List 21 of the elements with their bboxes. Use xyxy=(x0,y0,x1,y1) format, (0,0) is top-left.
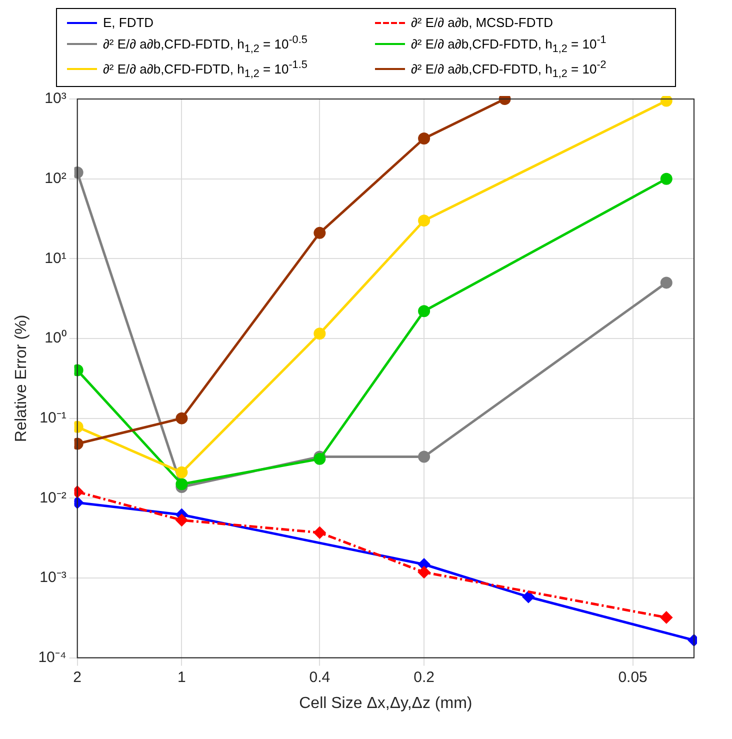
y-tick-label: 10³ xyxy=(44,90,66,107)
x-tick-label: 1 xyxy=(178,668,186,686)
legend-label: ∂² E/∂ a∂b,CFD-FDTD, h$_{1,2}$ = 10$^{-1}$ xyxy=(411,34,606,55)
y-tick-label: 10² xyxy=(44,170,66,187)
x-tick-label: 0.4 xyxy=(309,668,330,686)
legend-label: ∂² E/∂ a∂b, MCSD-FDTD xyxy=(411,15,554,30)
legend-label: ∂² E/∂ a∂b,CFD-FDTD, h$_{1,2}$ = 10$^{-0.5}$ xyxy=(103,34,308,55)
legend-label: E, FDTD xyxy=(103,15,154,30)
legend-label: ∂² E/∂ a∂b,CFD-FDTD, h$_{1,2}$ = 10$^{-2}$ xyxy=(411,58,606,80)
y-tick-label: 10⁰ xyxy=(44,329,66,346)
y-tick-label: 10⁻³ xyxy=(40,568,66,586)
x-axis-title: Cell Size Δx,Δy,Δz (mm) xyxy=(299,694,472,712)
y-tick-label: 10⁻⁴ xyxy=(38,648,66,666)
x-tick-label: 0.05 xyxy=(618,668,648,686)
y-tick-label: 10⁻¹ xyxy=(40,409,66,426)
y-tick-label: 10¹ xyxy=(44,250,66,267)
x-tick-label: 0.2 xyxy=(414,668,434,686)
legend-label: ∂² E/∂ a∂b,CFD-FDTD, h$_{1,2}$ = 10$^{-1.5}$ xyxy=(103,58,308,80)
y-tick-label: 10⁻² xyxy=(40,489,66,506)
x-tick-label: 2 xyxy=(73,668,82,686)
y-axis-title: Relative Error (%) xyxy=(13,314,30,442)
